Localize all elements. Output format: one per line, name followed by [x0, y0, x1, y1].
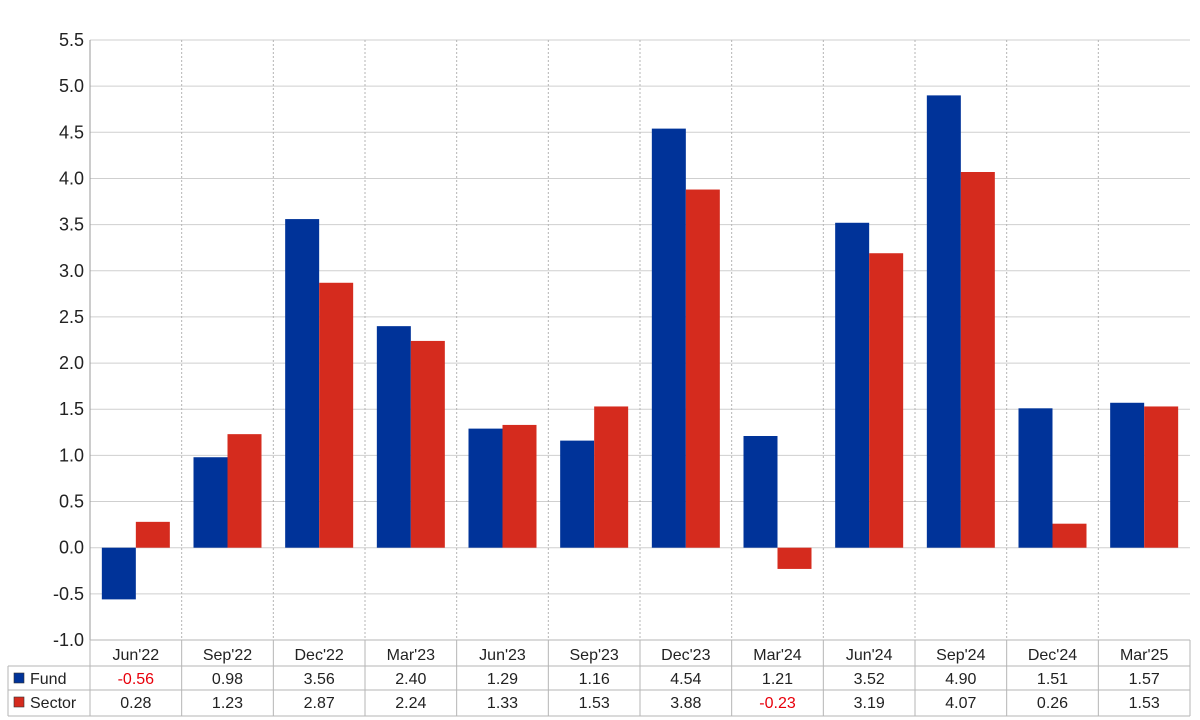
bar-fund-Sep24 — [926, 95, 961, 548]
table-cell-fund: 4.90 — [945, 671, 976, 688]
x-tick-label: Jun'23 — [479, 647, 526, 664]
table-cell-fund: 3.52 — [854, 671, 885, 688]
table-cell-sector: 1.23 — [212, 695, 243, 712]
table-cell-sector: -0.23 — [759, 695, 796, 712]
x-tick-label: Sep'22 — [203, 647, 252, 664]
y-tick-label: 5.0 — [59, 76, 84, 96]
table-cell-fund: 0.98 — [212, 671, 243, 688]
table-cell-sector: 3.19 — [854, 695, 885, 712]
table-cell-fund: 3.56 — [304, 671, 335, 688]
bar-fund-Dec22 — [285, 219, 320, 548]
bar-sector-Jun22 — [135, 521, 170, 548]
table-cell-sector: 1.53 — [1129, 695, 1160, 712]
bar-fund-Jun24 — [835, 222, 870, 548]
bar-sector-Sep22 — [227, 434, 262, 548]
table-cell-fund: 1.21 — [762, 671, 793, 688]
y-tick-label: -1.0 — [53, 630, 84, 650]
table-cell-fund: 1.57 — [1129, 671, 1160, 688]
table-cell-fund: 1.16 — [579, 671, 610, 688]
bar-sector-Mar24 — [777, 547, 812, 569]
y-tick-label: 3.0 — [59, 261, 84, 281]
y-tick-label: -0.5 — [53, 584, 84, 604]
bar-sector-Jun23 — [502, 424, 537, 548]
legend-swatch-fund — [13, 672, 25, 684]
bar-fund-Mar25 — [1110, 402, 1145, 548]
table-cell-sector: 2.87 — [304, 695, 335, 712]
x-tick-label: Dec'24 — [1028, 647, 1077, 664]
table-cell-sector: 0.26 — [1037, 695, 1068, 712]
table-cell-fund: 1.51 — [1037, 671, 1068, 688]
y-tick-label: 2.0 — [59, 353, 84, 373]
table-cell-fund: 1.29 — [487, 671, 518, 688]
bar-sector-Jun24 — [869, 253, 904, 548]
x-tick-label: Mar'24 — [753, 647, 802, 664]
bar-fund-Jun23 — [468, 428, 503, 548]
table-cell-sector: 1.53 — [579, 695, 610, 712]
x-tick-label: Dec'23 — [661, 647, 710, 664]
table-cell-sector: 1.33 — [487, 695, 518, 712]
legend-label-sector: Sector — [30, 695, 77, 712]
x-tick-label: Jun'22 — [113, 647, 160, 664]
bar-sector-Dec24 — [1052, 523, 1087, 548]
table-cell-fund: -0.56 — [118, 671, 155, 688]
y-tick-label: 4.5 — [59, 122, 84, 142]
bars — [101, 95, 1179, 600]
table-cell-sector: 4.07 — [945, 695, 976, 712]
bar-sector-Dec23 — [685, 189, 720, 548]
x-tick-label: Mar'23 — [387, 647, 436, 664]
y-tick-label: 3.5 — [59, 215, 84, 235]
bar-fund-Dec24 — [1018, 408, 1053, 548]
bar-sector-Mar25 — [1144, 406, 1179, 548]
x-tick-label: Mar'25 — [1120, 647, 1169, 664]
bar-fund-Mar24 — [743, 436, 778, 548]
legend-swatch-sector — [13, 696, 25, 708]
table-cell-fund: 2.40 — [395, 671, 426, 688]
legend-label-fund: Fund — [30, 671, 66, 688]
y-tick-label: 1.5 — [59, 399, 84, 419]
table-cell-fund: 4.54 — [670, 671, 701, 688]
table-cell-sector: 3.88 — [670, 695, 701, 712]
bar-sector-Sep24 — [960, 172, 995, 548]
x-tick-label: Dec'22 — [295, 647, 344, 664]
bar-fund-Jun22 — [101, 547, 136, 600]
y-tick-label: 5.5 — [59, 30, 84, 50]
bar-fund-Sep22 — [193, 457, 228, 548]
grid-lines — [90, 39, 1190, 641]
y-tick-label: 0.5 — [59, 492, 84, 512]
table-cell-sector: 2.24 — [395, 695, 426, 712]
x-tick-label: Sep'24 — [936, 647, 985, 664]
bar-sector-Mar23 — [410, 340, 445, 548]
bar-fund-Dec23 — [651, 128, 686, 548]
bar-fund-Sep23 — [560, 440, 595, 548]
y-tick-label: 1.0 — [59, 445, 84, 465]
bar-sector-Sep23 — [594, 406, 629, 548]
bar-sector-Dec22 — [319, 282, 354, 548]
data-table: Jun'22 Sep'22 Dec'22 Mar'23 Jun'23 Sep'23 Dec'… — [7, 639, 1191, 717]
table-cell-sector: 0.28 — [120, 695, 151, 712]
bar-fund-Mar23 — [376, 326, 411, 548]
y-tick-label: 4.0 — [59, 168, 84, 188]
y-tick-label: 2.5 — [59, 307, 84, 327]
y-tick-label: 0.0 — [59, 538, 84, 558]
y-axis: -1.0 -0.5 0.0 0.5 1.0 1.5 2.0 2.5 3.0 3.5 4.0 4.5 5.… — [53, 30, 84, 650]
x-tick-label: Jun'24 — [846, 647, 893, 664]
x-tick-label: Sep'23 — [570, 647, 619, 664]
